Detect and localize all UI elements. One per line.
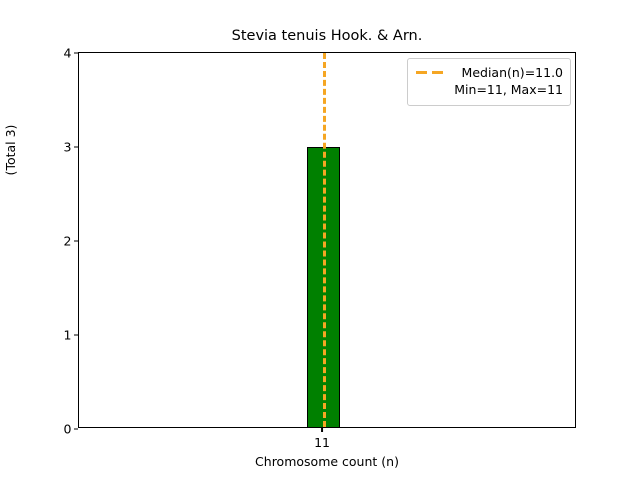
y-tick-label: 1 (63, 327, 72, 343)
plot-area: Median(n)=11.0 Min=11, Max=11 (78, 52, 576, 428)
x-tick-mark (321, 428, 323, 432)
y-tick-label: 3 (63, 139, 72, 155)
x-tick-11: 11 (314, 428, 330, 450)
y-tick-1: 1 (63, 325, 78, 344)
x-axis-label: Chromosome count (n) (255, 454, 399, 469)
y-tick-mark (74, 146, 78, 148)
legend-median-label: Median(n)=11.0 (461, 65, 563, 80)
legend-minmax-label: Min=11, Max=11 (454, 82, 563, 98)
y-tick-0: 0 (63, 419, 78, 438)
y-tick-3: 3 (63, 137, 78, 156)
legend-dashed-line-icon (415, 64, 447, 80)
y-tick-mark (74, 240, 78, 242)
y-tick-4: 4 (63, 43, 78, 62)
y-tick-mark (74, 52, 78, 54)
x-tick-label: 11 (314, 434, 330, 450)
median-line (323, 53, 327, 427)
y-axis-label: Num of counts (Total 3) (0, 104, 18, 195)
y-tick-2: 2 (63, 231, 78, 250)
y-tick-mark (74, 334, 78, 336)
y-tick-label: 2 (63, 233, 72, 249)
y-tick-mark (74, 428, 78, 430)
chart-title: Stevia tenuis Hook. & Arn. (231, 28, 423, 44)
chart-legend: Median(n)=11.0 Min=11, Max=11 (407, 58, 571, 106)
y-tick-label: 0 (63, 421, 72, 437)
y-tick-label: 4 (63, 45, 72, 61)
